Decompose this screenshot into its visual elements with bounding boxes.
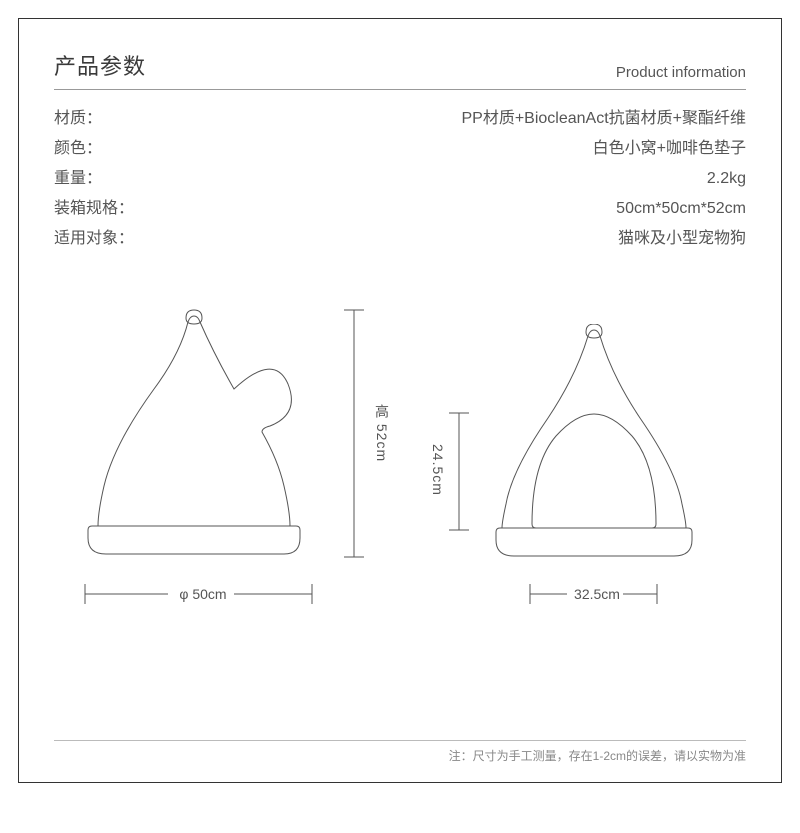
spec-row: 适用对象： 猫咪及小型宠物狗 xyxy=(54,224,746,254)
spec-row: 重量： 2.2kg xyxy=(54,164,746,194)
title-en: Product information xyxy=(616,64,746,81)
spec-row: 颜色： 白色小窝+咖啡色垫子 xyxy=(54,134,746,164)
height-dim-line-icon xyxy=(344,309,364,569)
spec-value: 白色小窝+咖啡色垫子 xyxy=(593,134,746,164)
spec-value: 2.2kg xyxy=(707,164,746,194)
title-cn: 产品参数 xyxy=(54,49,146,81)
spec-label: 颜色： xyxy=(54,134,102,164)
spec-value: 猫咪及小型宠物狗 xyxy=(618,224,746,254)
spec-value: 50cm*50cm*52cm xyxy=(616,194,746,224)
spec-value: PP材质+BiocleanAct抗菌材质+聚酯纤维 xyxy=(461,104,746,134)
content-frame: 产品参数 Product information 材质： PP材质+Biocle… xyxy=(18,18,782,783)
spec-label: 重量： xyxy=(54,164,102,194)
footnote: 注：尺寸为手工测量，存在1-2cm的误差，请以实物为准 xyxy=(54,740,746,764)
opening-height-label: 24.5cm xyxy=(430,444,446,496)
spec-list: 材质： PP材质+BiocleanAct抗菌材质+聚酯纤维 颜色： 白色小窝+咖… xyxy=(54,104,746,254)
spec-row: 材质： PP材质+BiocleanAct抗菌材质+聚酯纤维 xyxy=(54,104,746,134)
spec-row: 装箱规格： 50cm*50cm*52cm xyxy=(54,194,746,224)
spec-label: 适用对象： xyxy=(54,224,134,254)
header: 产品参数 Product information xyxy=(54,49,746,90)
spec-label: 材质： xyxy=(54,104,102,134)
diagram-area: 高 52cm φ 50cm 24.5cm xyxy=(54,304,746,664)
front-view-icon xyxy=(484,324,704,584)
width-label: φ 50cm xyxy=(168,586,238,602)
height-label: 高 52cm xyxy=(372,404,392,462)
side-view-icon xyxy=(74,304,314,584)
opening-height-dim-icon xyxy=(449,412,469,542)
opening-width-label: 32.5cm xyxy=(567,586,627,602)
spec-label: 装箱规格： xyxy=(54,194,134,224)
